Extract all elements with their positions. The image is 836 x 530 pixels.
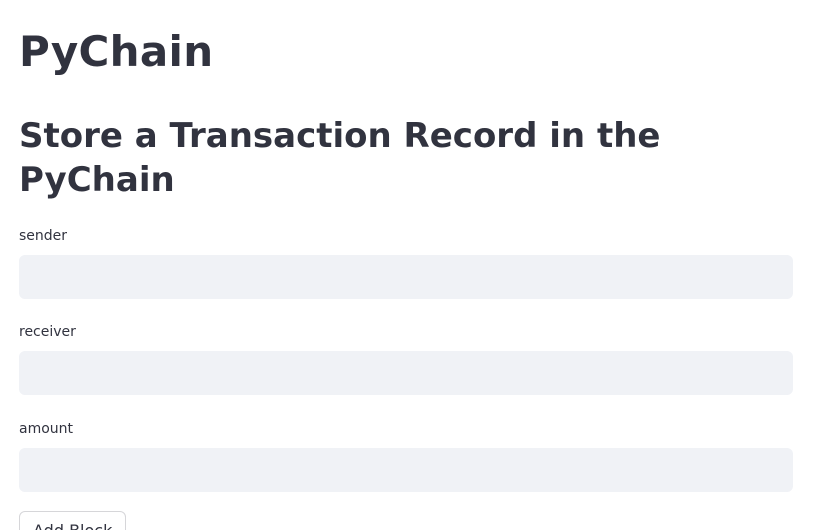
receiver-label: receiver	[19, 324, 76, 340]
sender-input[interactable]	[19, 255, 793, 299]
section-heading: Store a Transaction Record in the PyChai…	[19, 116, 661, 200]
amount-label: amount	[19, 421, 74, 437]
amount-field-group: amount	[19, 419, 793, 492]
add-block-button[interactable]: Add Block	[19, 511, 127, 530]
receiver-input[interactable]	[19, 351, 793, 395]
sender-field-group: sender	[19, 226, 793, 299]
page-title: PyChain	[19, 27, 214, 76]
sender-label: sender	[19, 228, 68, 244]
receiver-field-group: receiver	[19, 322, 793, 395]
amount-input[interactable]	[19, 448, 793, 492]
